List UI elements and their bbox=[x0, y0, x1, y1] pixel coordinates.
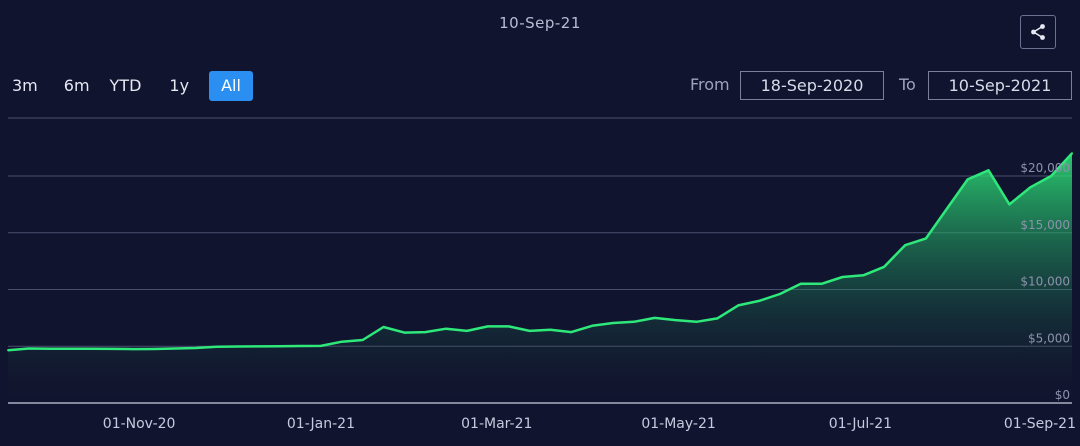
y-tick-label: $15,000 bbox=[1020, 218, 1070, 232]
to-label: To bbox=[899, 75, 916, 94]
data-point bbox=[841, 276, 844, 278]
data-point bbox=[278, 345, 281, 348]
data-point bbox=[173, 347, 176, 350]
data-point bbox=[695, 320, 698, 323]
chart-date-header: 10-Sep-21 bbox=[499, 14, 581, 32]
data-point bbox=[319, 344, 322, 347]
y-tick-label: $20,000 bbox=[1020, 161, 1070, 175]
to-date-input[interactable]: 10-Sep-2021 bbox=[928, 71, 1072, 100]
data-point bbox=[528, 329, 531, 332]
data-point bbox=[194, 347, 197, 349]
series-area bbox=[8, 153, 1072, 403]
x-tick-label: 01-Jul-21 bbox=[829, 416, 892, 432]
data-point bbox=[758, 299, 761, 302]
share-button[interactable] bbox=[1020, 15, 1056, 49]
share-icon bbox=[1031, 24, 1045, 40]
data-point bbox=[737, 304, 740, 307]
range-button-1y[interactable]: 1y bbox=[169, 76, 190, 95]
data-point bbox=[1050, 175, 1053, 177]
data-point bbox=[215, 345, 218, 348]
x-tick-label: 01-May-21 bbox=[641, 416, 715, 432]
data-point bbox=[486, 325, 489, 328]
x-tick-label: 01-Jan-21 bbox=[287, 416, 355, 432]
data-point bbox=[466, 329, 468, 332]
data-point bbox=[424, 331, 427, 334]
series-points bbox=[7, 152, 1073, 352]
data-point bbox=[674, 319, 677, 322]
data-point bbox=[987, 169, 990, 172]
range-button-3m[interactable]: 3m bbox=[12, 76, 38, 95]
data-point bbox=[7, 349, 9, 352]
series-line bbox=[7, 152, 1073, 352]
data-point bbox=[507, 325, 510, 328]
x-axis-ticks: 01-Nov-20 01-Jan-21 01-Mar-21 01-May-21 01-J… bbox=[103, 416, 1076, 432]
data-point bbox=[925, 237, 927, 240]
data-point bbox=[862, 274, 865, 277]
data-point bbox=[257, 345, 260, 348]
data-point bbox=[945, 207, 948, 210]
data-point bbox=[403, 331, 406, 334]
range-button-all[interactable]: All bbox=[209, 71, 253, 101]
data-point bbox=[549, 328, 552, 331]
data-point bbox=[591, 324, 594, 327]
data-point bbox=[632, 320, 635, 323]
y-tick-label: $5,000 bbox=[1028, 331, 1070, 345]
data-point bbox=[778, 293, 781, 295]
data-point bbox=[340, 340, 343, 343]
data-point bbox=[48, 347, 51, 350]
data-point bbox=[883, 265, 886, 268]
data-point bbox=[361, 339, 364, 341]
range-button-6m[interactable]: 6m bbox=[63, 76, 90, 95]
data-point bbox=[153, 348, 155, 350]
y-axis-ticks: $0 $5,000 $10,000 $15,000 $20,000 bbox=[1020, 161, 1070, 402]
y-tick-label: $10,000 bbox=[1020, 275, 1070, 289]
from-label: From bbox=[690, 75, 730, 94]
data-point bbox=[299, 345, 302, 347]
range-button-ytd[interactable]: YTD bbox=[109, 76, 142, 95]
data-point bbox=[27, 347, 30, 350]
data-point bbox=[653, 316, 656, 319]
data-point bbox=[382, 326, 385, 328]
x-tick-label: 01-Sep-21 bbox=[1004, 416, 1076, 432]
data-point bbox=[966, 178, 969, 181]
data-point bbox=[570, 331, 573, 334]
data-point bbox=[820, 282, 823, 285]
data-point bbox=[445, 327, 448, 330]
data-point bbox=[612, 322, 614, 324]
data-point bbox=[1008, 203, 1011, 206]
data-point bbox=[1029, 186, 1032, 189]
data-point bbox=[132, 348, 135, 351]
data-point bbox=[69, 347, 72, 350]
y-tick-label: $0 bbox=[1055, 388, 1070, 402]
data-point bbox=[236, 345, 239, 348]
data-point bbox=[1071, 152, 1073, 155]
range-selector: 3m 6m YTD 1y All bbox=[0, 71, 253, 101]
data-point bbox=[904, 244, 907, 247]
x-tick-label: 01-Mar-21 bbox=[461, 416, 532, 432]
x-tick-label: 01-Nov-20 bbox=[103, 416, 176, 432]
data-point bbox=[111, 347, 114, 350]
data-point bbox=[799, 282, 802, 285]
data-point bbox=[716, 317, 719, 320]
data-point bbox=[90, 347, 93, 350]
from-date-input[interactable]: 18-Sep-2020 bbox=[740, 71, 884, 100]
